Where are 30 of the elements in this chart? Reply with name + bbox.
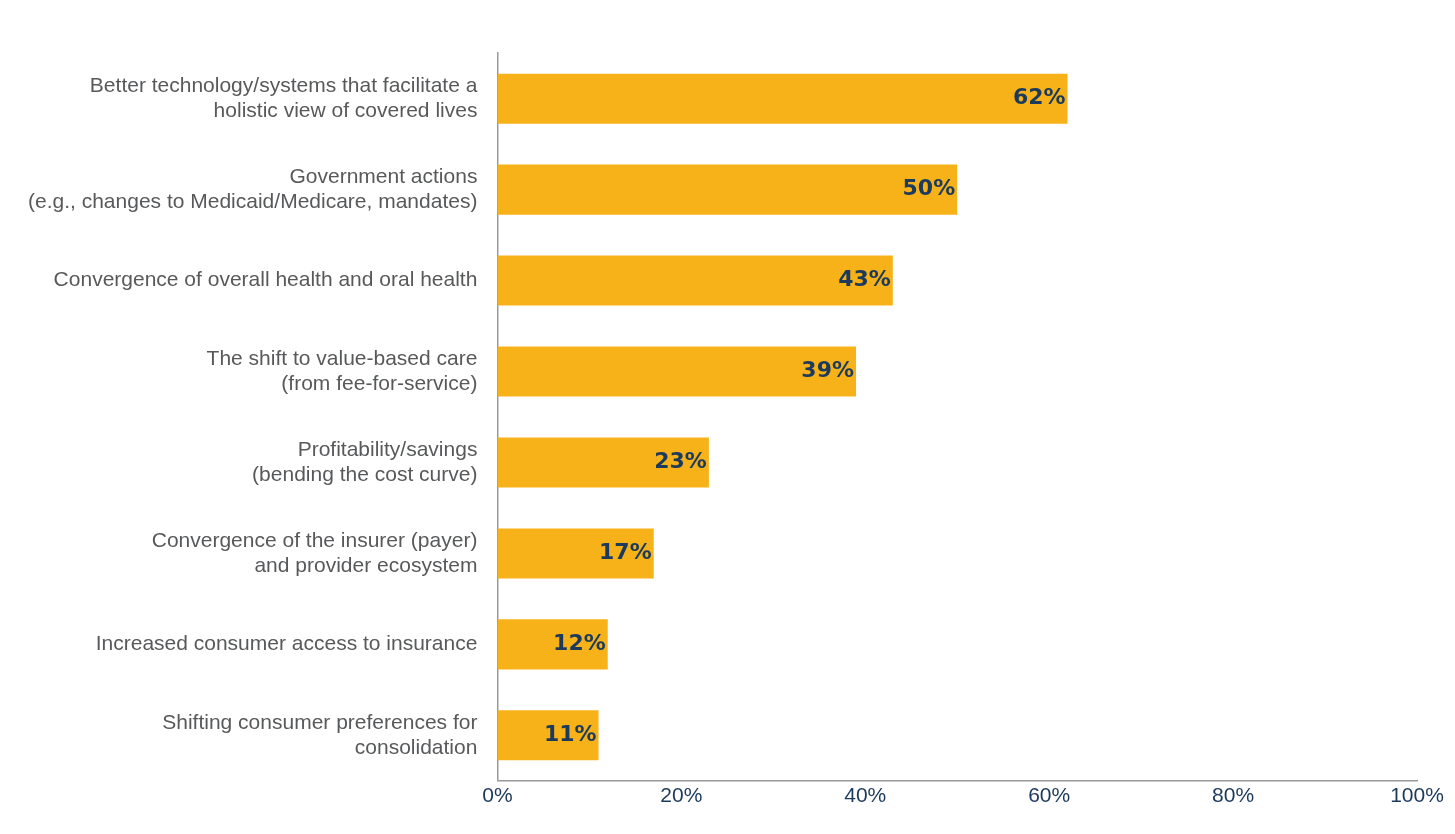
bar	[497, 255, 893, 306]
x-tick-label: 20%	[660, 783, 703, 807]
data-label: 12%	[553, 630, 606, 656]
bar	[497, 346, 857, 397]
data-label: 43%	[838, 266, 891, 292]
x-tick-label: 100%	[1390, 783, 1444, 807]
bar	[497, 164, 958, 215]
data-label: 11%	[543, 721, 597, 747]
data-label: 50%	[902, 175, 956, 201]
x-tick-label: 60%	[1028, 783, 1071, 807]
x-tick-label: 40%	[844, 783, 887, 807]
y-tick-label: Shifting consumer preferences for consolidation	[162, 709, 478, 758]
data-label: 62%	[1012, 84, 1066, 110]
x-tick-label: 80%	[1212, 783, 1255, 807]
x-tick-label: 0%	[482, 783, 513, 807]
bar	[497, 437, 709, 488]
bar	[497, 528, 654, 579]
y-tick-label: Increased consumer access to insurance	[95, 631, 478, 655]
y-tick-label: Convergence of the insurer (payer) and provider ecosystem	[151, 527, 478, 576]
bar	[497, 73, 1068, 124]
y-tick-label: Profitability/savings (bending the cost curve)	[252, 436, 478, 485]
bar	[497, 710, 599, 761]
data-label: 17%	[599, 539, 652, 565]
y-tick-label: Better technology/systems that facilitate a holistic view of covered lives	[89, 72, 478, 122]
y-tick-label: The shift to value-based care (from fee-for-service)	[206, 345, 478, 394]
y-tick-label: Government actions (e.g., changes to Medicaid/Medicare, mandates)	[27, 163, 478, 213]
data-label: 39%	[801, 357, 855, 383]
y-tick-label: Convergence of overall health and oral health	[53, 267, 478, 291]
bar	[497, 619, 608, 670]
data-label: 23%	[654, 448, 707, 474]
